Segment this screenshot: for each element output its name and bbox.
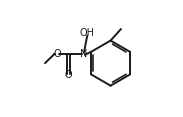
- Text: O: O: [65, 70, 72, 80]
- Text: O: O: [54, 49, 61, 59]
- Text: OH: OH: [80, 28, 95, 38]
- Text: N: N: [80, 49, 88, 59]
